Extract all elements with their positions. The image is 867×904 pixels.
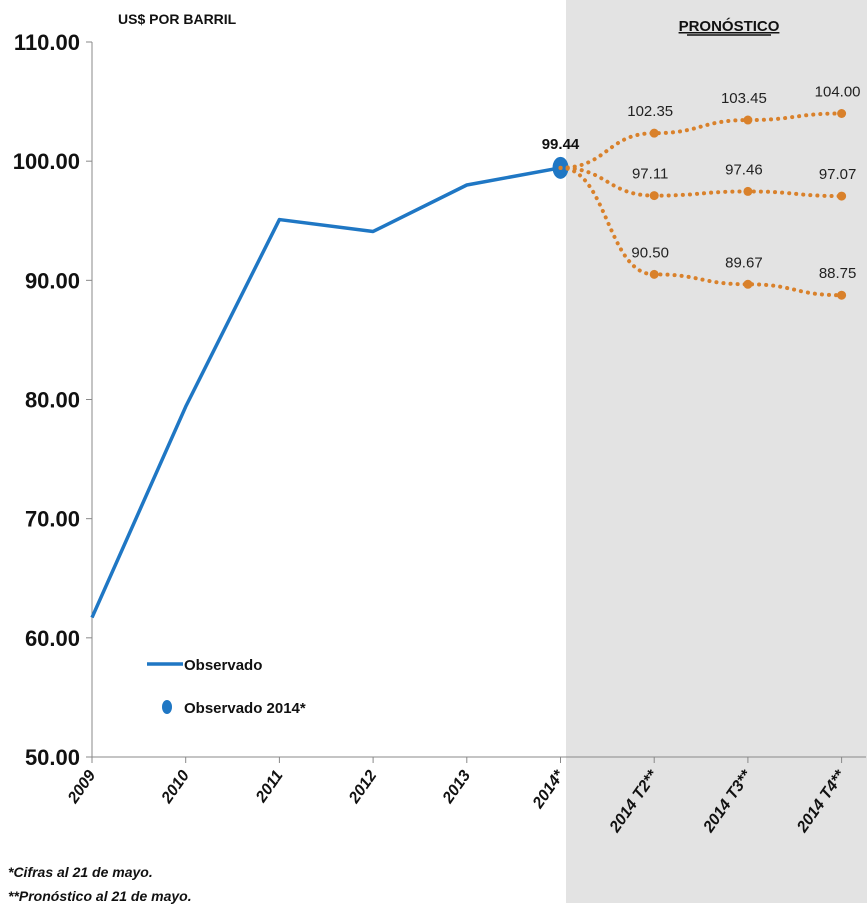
forecast-line (558, 111, 844, 170)
x-tick-label: 2009 (64, 767, 99, 807)
data-label: 104.00 (815, 84, 861, 101)
data-label: 103.45 (721, 90, 767, 107)
y-tick-label: 100.00 (13, 149, 80, 174)
forecast-point (837, 290, 847, 300)
forecast-point (743, 115, 753, 125)
y-tick-label: 90.00 (25, 268, 80, 293)
data-label: 90.50 (631, 244, 669, 261)
forecast-point (649, 128, 659, 138)
data-label: 88.75 (819, 265, 857, 282)
data-label: 97.46 (725, 161, 763, 178)
forecast-point (743, 186, 753, 196)
footnote-1: *Cifras al 21 de mayo. (8, 864, 153, 880)
forecast-point (837, 109, 847, 118)
data-label-observado-2014: 99.44 (542, 136, 580, 153)
x-tick-label: 2011 (252, 767, 286, 806)
x-tick-label: 2012 (345, 767, 380, 807)
x-tick-label: 2014* (529, 767, 568, 812)
y-tick-label: 60.00 (25, 626, 80, 651)
series-layer (90, 109, 847, 619)
y-unit-label: US$ POR BARRIL (118, 11, 237, 27)
forecast-line (558, 165, 844, 298)
x-tick-label: 2010 (158, 767, 193, 807)
data-label: 97.11 (632, 166, 668, 183)
forecast-point (837, 191, 847, 201)
forecast-point (743, 279, 753, 289)
legend-marker-swatch (162, 700, 172, 714)
x-tick-label: 2013 (439, 767, 474, 807)
forecast-region (566, 0, 867, 903)
data-label: 89.67 (725, 254, 763, 271)
y-tick-label: 80.00 (25, 388, 80, 413)
y-tick-label: 50.00 (25, 745, 80, 770)
legend-label-observado: Observado (184, 657, 262, 674)
legend-label-observado-2014: Observado 2014* (184, 700, 306, 717)
data-labels: 99.44 102.35 103.45 104.00 97.11 97.46 97.07 90… (542, 84, 861, 283)
y-tick-label: 70.00 (25, 507, 80, 532)
forecast-point (649, 269, 659, 279)
y-tick-label: 110.00 (14, 30, 80, 55)
legend: Observado Observado 2014* (147, 657, 306, 717)
footnote-2: **Pronóstico al 21 de mayo. (8, 888, 192, 904)
data-label: 102.35 (627, 103, 673, 120)
series-line-observado (90, 166, 561, 619)
data-label: 97.07 (819, 166, 857, 183)
axes (86, 41, 866, 763)
forecast-point (649, 191, 659, 201)
forecast-title: PRONÓSTICO (679, 17, 780, 35)
